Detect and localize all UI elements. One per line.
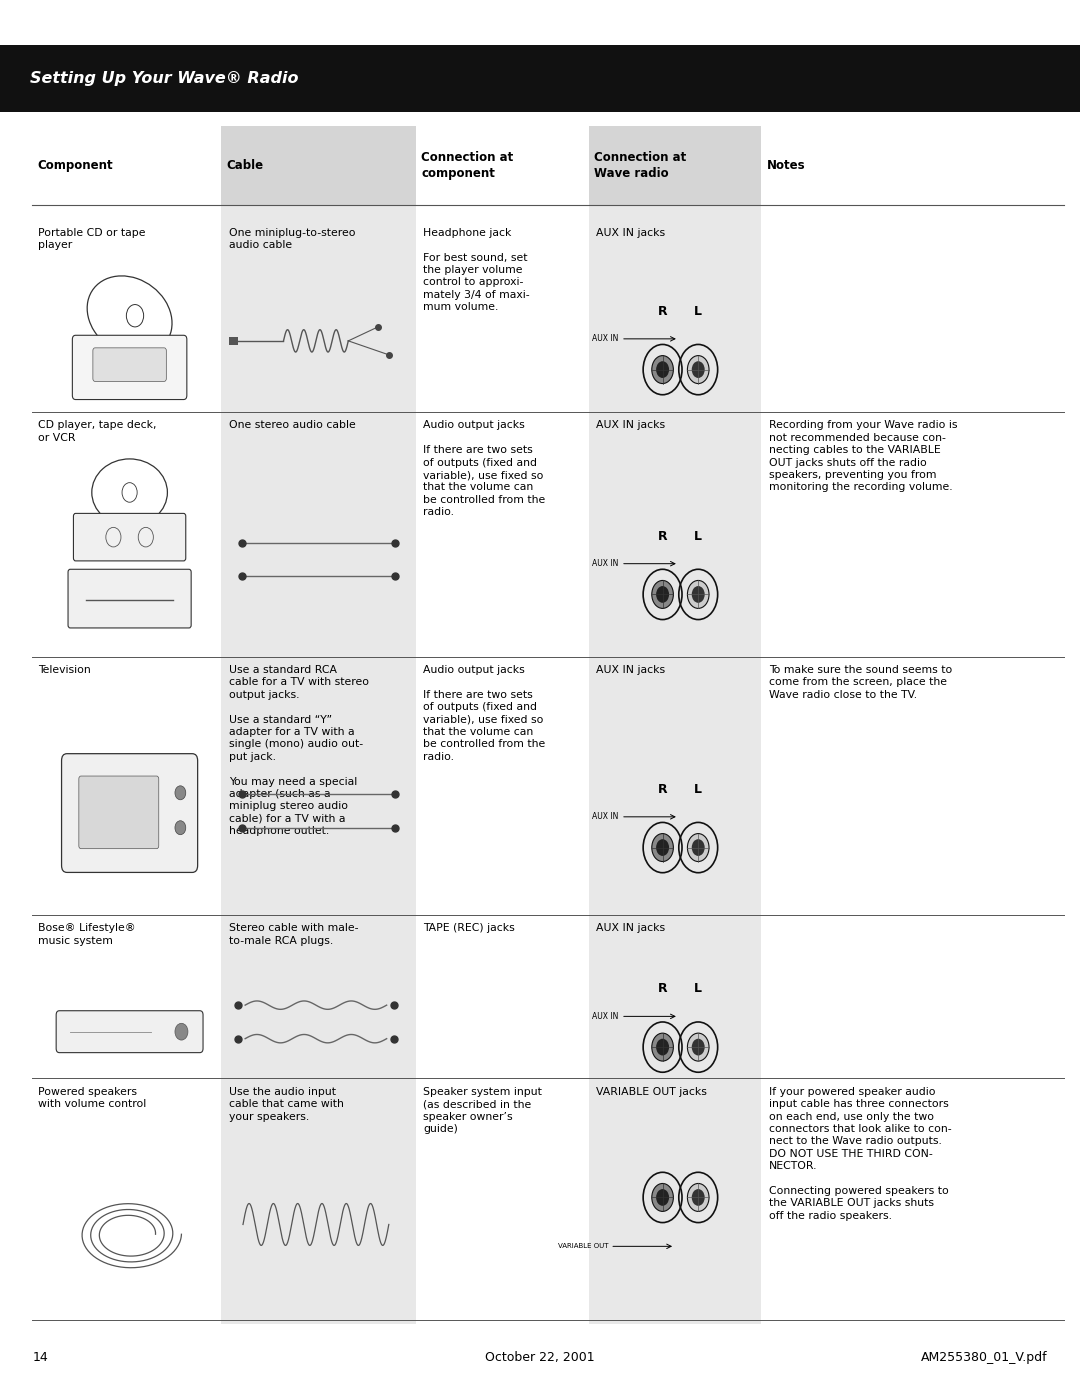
Circle shape	[175, 1023, 188, 1041]
Text: One miniplug-to-stereo
audio cable: One miniplug-to-stereo audio cable	[229, 228, 355, 250]
Circle shape	[691, 1189, 704, 1206]
Text: Notes: Notes	[767, 159, 806, 172]
Text: CD player, tape deck,
or VCR: CD player, tape deck, or VCR	[38, 420, 157, 443]
Text: Speaker system input
(as described in the
speaker owner’s
guide): Speaker system input (as described in th…	[423, 1087, 542, 1134]
Circle shape	[175, 785, 186, 799]
Text: AUX IN: AUX IN	[593, 559, 619, 569]
Text: Use a standard RCA
cable for a TV with stereo
output jacks.

Use a standard “Y”
: Use a standard RCA cable for a TV with s…	[229, 665, 369, 837]
Text: One stereo audio cable: One stereo audio cable	[229, 420, 355, 430]
Circle shape	[175, 821, 186, 835]
Text: Connection at
Wave radio: Connection at Wave radio	[594, 151, 686, 180]
Bar	[0, 45, 1080, 112]
Text: R: R	[658, 782, 667, 796]
Text: AUX IN: AUX IN	[593, 1011, 619, 1021]
Circle shape	[656, 587, 670, 604]
Text: R: R	[658, 305, 667, 319]
Text: R: R	[658, 982, 667, 996]
FancyBboxPatch shape	[56, 1011, 203, 1053]
FancyBboxPatch shape	[72, 335, 187, 400]
Circle shape	[652, 834, 674, 862]
Text: Use the audio input
cable that came with
your speakers.: Use the audio input cable that came with…	[229, 1087, 343, 1122]
FancyBboxPatch shape	[79, 777, 159, 849]
Text: Recording from your Wave radio is
not recommended because con-
necting cables to: Recording from your Wave radio is not re…	[769, 420, 958, 493]
FancyBboxPatch shape	[73, 514, 186, 562]
Text: Audio output jacks

If there are two sets
of outputs (fixed and
variable), use f: Audio output jacks If there are two sets…	[423, 420, 545, 517]
Text: VARIABLE OUT: VARIABLE OUT	[557, 1243, 608, 1249]
Bar	[589, 126, 761, 1324]
FancyBboxPatch shape	[68, 570, 191, 629]
Circle shape	[656, 362, 670, 379]
Text: TAPE (REC) jacks: TAPE (REC) jacks	[423, 923, 515, 933]
Circle shape	[691, 587, 704, 604]
Text: AM255380_01_V.pdf: AM255380_01_V.pdf	[921, 1351, 1048, 1365]
Bar	[221, 126, 416, 1324]
Text: L: L	[694, 529, 702, 542]
Circle shape	[687, 356, 708, 384]
Circle shape	[691, 362, 704, 379]
Circle shape	[652, 1034, 674, 1062]
Circle shape	[652, 356, 674, 384]
Text: L: L	[694, 982, 702, 996]
Text: Stereo cable with male-
to-male RCA plugs.: Stereo cable with male- to-male RCA plug…	[229, 923, 359, 946]
Text: Headphone jack

For best sound, set
the player volume
control to approxi-
mately: Headphone jack For best sound, set the p…	[423, 228, 530, 312]
Circle shape	[656, 1039, 670, 1056]
Text: AUX IN: AUX IN	[593, 334, 619, 344]
Text: October 22, 2001: October 22, 2001	[485, 1351, 595, 1365]
Circle shape	[687, 834, 708, 862]
Circle shape	[652, 1183, 674, 1211]
Circle shape	[687, 1183, 708, 1211]
Text: AUX IN jacks: AUX IN jacks	[596, 228, 665, 237]
Circle shape	[691, 840, 704, 856]
Text: L: L	[694, 305, 702, 319]
Circle shape	[691, 1039, 704, 1056]
Text: Powered speakers
with volume control: Powered speakers with volume control	[38, 1087, 146, 1109]
Text: Television: Television	[38, 665, 91, 675]
Text: Audio output jacks

If there are two sets
of outputs (fixed and
variable), use f: Audio output jacks If there are two sets…	[423, 665, 545, 761]
Bar	[221, 126, 416, 205]
Bar	[589, 126, 761, 205]
Text: AUX IN: AUX IN	[593, 812, 619, 821]
Text: R: R	[658, 529, 667, 542]
Text: Setting Up Your Wave® Radio: Setting Up Your Wave® Radio	[30, 71, 299, 85]
Text: To make sure the sound seems to
come from the screen, place the
Wave radio close: To make sure the sound seems to come fro…	[769, 665, 953, 700]
Circle shape	[687, 1034, 708, 1062]
Text: 14: 14	[32, 1351, 49, 1365]
Text: Bose® Lifestyle®
music system: Bose® Lifestyle® music system	[38, 923, 135, 946]
FancyBboxPatch shape	[93, 348, 166, 381]
Circle shape	[652, 581, 674, 609]
Text: AUX IN jacks: AUX IN jacks	[596, 923, 665, 933]
Text: Cable: Cable	[227, 159, 264, 172]
Text: AUX IN jacks: AUX IN jacks	[596, 420, 665, 430]
Circle shape	[687, 581, 708, 609]
Text: If your powered speaker audio
input cable has three connectors
on each end, use : If your powered speaker audio input cabl…	[769, 1087, 951, 1221]
Text: VARIABLE OUT jacks: VARIABLE OUT jacks	[596, 1087, 707, 1097]
FancyBboxPatch shape	[62, 754, 198, 872]
Circle shape	[656, 1189, 670, 1206]
Text: Component: Component	[38, 159, 113, 172]
Text: L: L	[694, 782, 702, 796]
Circle shape	[656, 840, 670, 856]
Text: AUX IN jacks: AUX IN jacks	[596, 665, 665, 675]
Text: Connection at
component: Connection at component	[421, 151, 513, 180]
Bar	[229, 337, 238, 345]
Text: Portable CD or tape
player: Portable CD or tape player	[38, 228, 146, 250]
